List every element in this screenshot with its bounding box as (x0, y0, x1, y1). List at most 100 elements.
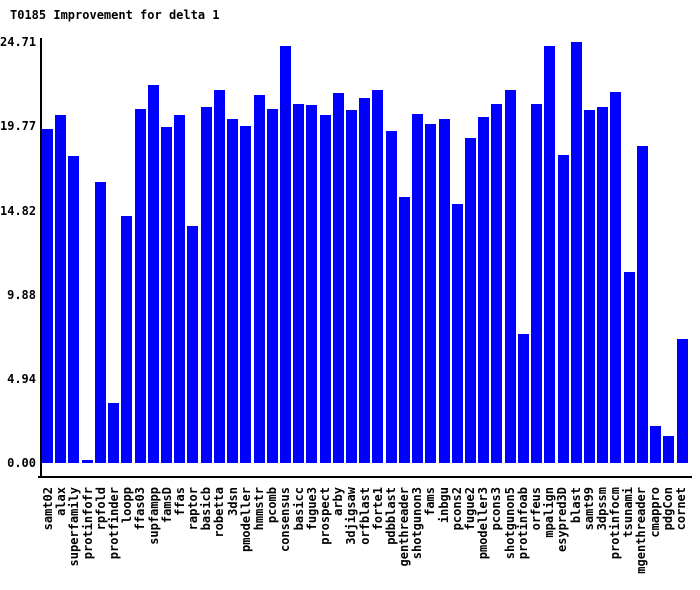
x-tick-slot: orfblast (357, 487, 372, 590)
x-tick-slot: inbgu (436, 487, 451, 590)
x-tick-label: shotgunon5 (502, 487, 517, 560)
bar-pcons2 (451, 204, 463, 463)
x-tick-slot: supfampp (146, 487, 161, 590)
x-tick-label: famsD (159, 487, 174, 524)
bar-pcons3 (491, 104, 503, 463)
bar-prospect (319, 115, 331, 463)
x-tick-slot: orfeus (528, 487, 543, 590)
x-tick-label: cornet (674, 487, 688, 531)
x-axis-tick-labels: samt02 alax superfamily protinfofr rpfold pro… (41, 487, 688, 590)
y-tick-label: 9.88 (7, 288, 36, 302)
x-tick-label: mgenthreader (634, 487, 649, 574)
bar-pdbblast (385, 131, 397, 463)
bar-ffas03 (134, 109, 146, 463)
x-tick-label: rpfold (93, 487, 108, 531)
x-tick-label: pdgCon (660, 487, 675, 531)
bar-pcomb (266, 109, 278, 463)
x-tick-slot: protinfofr (80, 487, 95, 590)
x-tick-label: protinfoab (515, 487, 530, 560)
bar-ffas (174, 115, 186, 463)
x-tick-slot: robetta (212, 487, 227, 590)
bar-orfeus (531, 104, 543, 463)
plot-area (42, 42, 688, 463)
x-tick-slot: samt99 (581, 487, 596, 590)
x-tick-slot: consensus (278, 487, 293, 590)
bar-3djigsaw (346, 110, 358, 463)
chart-title: T0185 Improvement for delta 1 (10, 8, 220, 22)
bar-esypred3D (557, 155, 569, 463)
bar-fams (425, 124, 437, 463)
x-tick-label: 3djigsaw (344, 487, 359, 545)
x-tick-slot: pdgCon (660, 487, 675, 590)
x-tick-slot: pmodeller (238, 487, 253, 590)
x-tick-slot: superfamily (67, 487, 82, 590)
bar-hmmstr (253, 95, 265, 463)
x-tick-label: orfeus (528, 487, 543, 531)
y-axis-line (40, 38, 42, 478)
x-tick-label: pcons3 (489, 487, 504, 531)
x-tick-slot: protinfoab (515, 487, 530, 590)
bar-cmappro (650, 426, 662, 463)
bar-loopp (121, 216, 133, 463)
x-tick-slot: pcons2 (450, 487, 464, 590)
bar-arby (332, 93, 344, 463)
x-tick-label: fams (423, 487, 438, 516)
x-axis-line (38, 476, 692, 478)
bar-famsD (160, 127, 172, 463)
x-tick-slot: pcons3 (489, 487, 504, 590)
bar-robetta (213, 90, 225, 463)
x-tick-label: blast (568, 487, 583, 524)
x-tick-slot: cmappro (648, 487, 662, 590)
x-tick-slot: cornet (674, 487, 688, 590)
x-tick-label: 3dpssm (594, 487, 609, 531)
bar-shotgunon5 (504, 90, 516, 463)
bar-3dpssm (597, 107, 609, 463)
x-tick-slot: blast (568, 487, 583, 590)
x-tick-label: superfamily (67, 487, 82, 567)
x-tick-label: 3dsn (225, 487, 240, 516)
x-tick-label: inbgu (436, 487, 451, 524)
bar-supfampp (147, 85, 159, 463)
x-tick-label: supfampp (146, 487, 161, 545)
x-tick-slot: basicc (291, 487, 306, 590)
bar-rpfold (94, 182, 106, 463)
bar-inbgu (438, 119, 450, 463)
x-tick-slot: rpfold (93, 487, 108, 590)
x-tick-label: pmodeller (238, 487, 253, 553)
bar-pmodeller (240, 126, 252, 463)
x-tick-label: consensus (278, 487, 293, 553)
x-tick-slot: esypred3D (555, 487, 570, 590)
bar-mpalign (544, 46, 556, 463)
x-tick-label: robetta (212, 487, 227, 538)
x-tick-label: basicc (291, 487, 306, 531)
y-tick-label: 4.94 (7, 372, 36, 386)
x-tick-slot: ffas03 (133, 487, 148, 590)
x-tick-slot: forte1 (371, 487, 385, 590)
x-tick-slot: ffas (173, 487, 187, 590)
y-tick-label: 0.00 (7, 456, 36, 470)
x-tick-label: pdbblast (383, 487, 398, 545)
x-tick-slot: mgenthreader (634, 487, 649, 590)
x-tick-slot: fams (423, 487, 438, 590)
x-tick-label: protinfofr (80, 487, 95, 560)
bar-samt99 (583, 110, 595, 463)
bar-forte1 (372, 90, 384, 463)
y-tick-label: 19.77 (0, 119, 37, 133)
x-tick-label: prospect (317, 487, 332, 545)
x-tick-slot: 3dsn (225, 487, 240, 590)
x-tick-label: ffas03 (133, 487, 148, 531)
x-tick-label: fugue3 (304, 487, 319, 531)
bar-orfblast (359, 98, 371, 463)
bar-raptor (187, 226, 199, 463)
bar-3dsn (227, 119, 239, 463)
x-tick-label: samt99 (581, 487, 596, 531)
x-tick-slot: prospect (317, 487, 332, 590)
x-tick-label: orfblast (357, 487, 372, 545)
x-tick-slot: famsD (159, 487, 174, 590)
x-tick-label: esypred3D (555, 487, 570, 553)
x-tick-slot: shotgunon5 (502, 487, 517, 590)
bar-protinfocm (610, 92, 622, 463)
bar-basicc (293, 104, 305, 463)
x-tick-label: protfinder (106, 487, 121, 560)
